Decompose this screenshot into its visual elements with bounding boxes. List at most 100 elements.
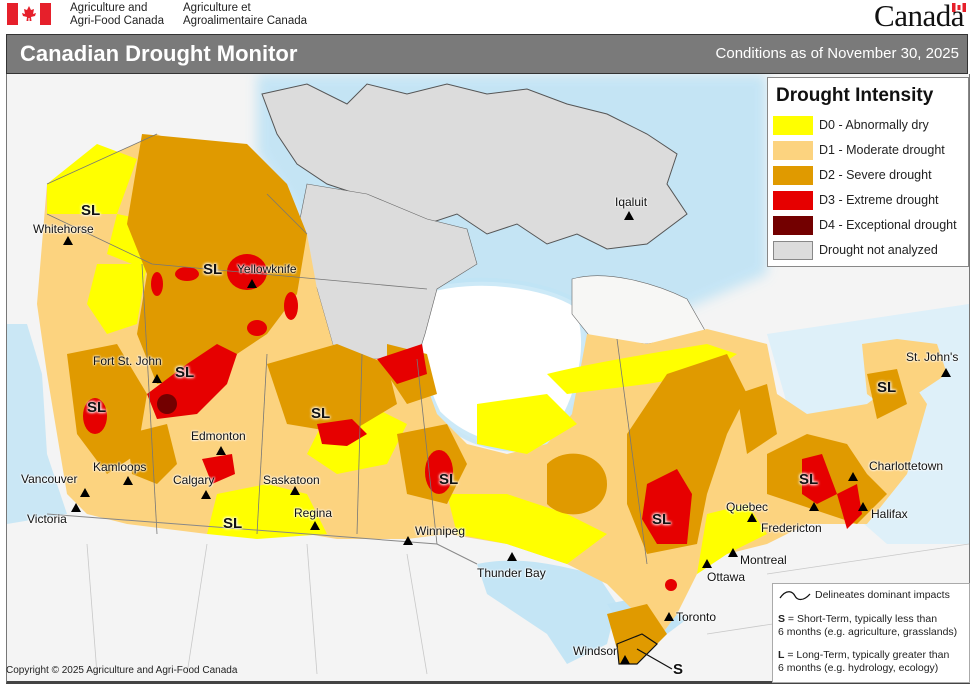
legend-title: Drought Intensity bbox=[776, 85, 934, 106]
impact-label: SL bbox=[799, 471, 819, 488]
city-label-calgary: Calgary bbox=[173, 473, 215, 487]
title-bar: Canadian Drought Monitor Conditions as o… bbox=[6, 34, 968, 75]
d4-swatch bbox=[773, 216, 813, 235]
city-marker-icon bbox=[507, 552, 517, 561]
impact-line-label: Delineates dominant impacts bbox=[815, 589, 950, 601]
impact-label: SL bbox=[87, 399, 107, 416]
city-marker-icon bbox=[123, 476, 133, 485]
department-name-fr: Agriculture et Agroalimentaire Canada bbox=[183, 2, 307, 28]
city-marker-icon bbox=[941, 368, 951, 377]
legend-item-d1: D1 - Moderate drought bbox=[773, 141, 968, 161]
city-marker-icon bbox=[247, 279, 257, 288]
legend-label: D2 - Severe drought bbox=[819, 168, 932, 182]
canada-flag-icon bbox=[7, 3, 51, 25]
impact-legend: Delineates dominant impacts S = Short-Te… bbox=[772, 583, 970, 683]
city-label-regina: Regina bbox=[294, 506, 333, 520]
city-marker-icon bbox=[702, 559, 712, 568]
city-label-edmonton: Edmonton bbox=[191, 429, 246, 443]
legend-item-d3: D3 - Extreme drought bbox=[773, 191, 968, 211]
short-term-line2: 6 months (e.g. agriculture, grasslands) bbox=[778, 626, 958, 638]
drought-map: Whitehorse Yellowknife Iqaluit Fort St. … bbox=[6, 74, 970, 684]
d0-swatch bbox=[773, 116, 813, 135]
not-analyzed-swatch bbox=[773, 241, 813, 260]
impact-label: SL bbox=[223, 515, 243, 532]
map-canvas bbox=[7, 74, 969, 681]
legend-label: Drought not analyzed bbox=[819, 243, 938, 257]
city-marker-icon bbox=[858, 502, 868, 511]
city-label-iqaluit: Iqaluit bbox=[615, 195, 648, 209]
impact-label: SL bbox=[81, 202, 101, 219]
city-marker-icon bbox=[620, 655, 630, 664]
city-label-kamloops: Kamloops bbox=[93, 460, 147, 474]
city-marker-icon bbox=[664, 612, 674, 621]
legend-item-d2: D2 - Severe drought bbox=[773, 166, 968, 186]
city-marker-icon bbox=[848, 472, 858, 481]
canada-wordmark: Canada bbox=[874, 0, 964, 33]
city-label-windsor: Windsor bbox=[573, 644, 618, 658]
legend-label: D4 - Exceptional drought bbox=[819, 218, 957, 232]
short-term-line1: S = Short-Term, typically less than bbox=[778, 613, 937, 626]
city-label-montreal: Montreal bbox=[740, 553, 787, 567]
legend-label: D3 - Extreme drought bbox=[819, 193, 939, 207]
impact-label: SL bbox=[175, 364, 195, 381]
city-label-whitehorse: Whitehorse bbox=[33, 222, 94, 236]
page-title: Canadian Drought Monitor bbox=[20, 41, 298, 66]
department-name-en: Agriculture and Agri-Food Canada bbox=[70, 2, 164, 28]
impact-label: SL bbox=[877, 379, 897, 396]
city-marker-icon bbox=[216, 446, 226, 455]
dept-en-line2: Agri-Food Canada bbox=[70, 15, 164, 27]
city-label-thunder-bay: Thunder Bay bbox=[477, 566, 546, 580]
dept-fr-line2: Agroalimentaire Canada bbox=[183, 15, 308, 27]
header: Agriculture and Agri-Food Canada Agricul… bbox=[0, 0, 974, 34]
city-label-st-johns: St. John's bbox=[906, 350, 959, 364]
legend-label: D0 - Abnormally dry bbox=[819, 118, 929, 132]
city-label-toronto: Toronto bbox=[676, 610, 717, 624]
city-label-fort-st-john: Fort St. John bbox=[93, 354, 162, 368]
dept-en-line1: Agriculture and bbox=[70, 2, 148, 14]
city-marker-icon bbox=[201, 490, 211, 499]
d1-swatch bbox=[773, 141, 813, 160]
long-term-line2: 6 months (e.g. hydrology, ecology) bbox=[778, 662, 939, 674]
l-text: = Long-Term, typically greater than bbox=[784, 649, 950, 661]
city-marker-icon bbox=[809, 502, 819, 511]
impact-label: S bbox=[673, 661, 684, 678]
city-marker-icon bbox=[747, 513, 757, 522]
city-marker-icon bbox=[624, 211, 634, 220]
drought-intensity-legend: Drought Intensity D0 - Abnormally dry D1… bbox=[767, 77, 969, 267]
copyright: Copyright © 2025 Agriculture and Agri-Fo… bbox=[6, 665, 238, 676]
city-marker-icon bbox=[152, 374, 162, 383]
conditions-date: Conditions as of November 30, 2025 bbox=[715, 45, 959, 62]
legend-item-not-analyzed: Drought not analyzed bbox=[773, 241, 968, 261]
city-label-yellowknife: Yellowknife bbox=[237, 262, 297, 276]
city-marker-icon bbox=[71, 503, 81, 512]
impact-label: SL bbox=[652, 511, 672, 528]
city-marker-icon bbox=[310, 521, 320, 530]
s-key: S bbox=[778, 613, 786, 625]
dept-fr-line1: Agriculture et bbox=[183, 2, 251, 14]
impact-line-icon bbox=[779, 591, 811, 601]
city-label-victoria: Victoria bbox=[27, 512, 67, 526]
long-term-line1: L = Long-Term, typically greater than bbox=[778, 649, 949, 662]
city-label-fredericton: Fredericton bbox=[761, 521, 822, 535]
city-label-saskatoon: Saskatoon bbox=[263, 473, 320, 487]
s-text: = Short-Term, typically less than bbox=[785, 613, 938, 625]
city-label-halifax: Halifax bbox=[871, 507, 908, 521]
city-label-vancouver: Vancouver bbox=[21, 472, 78, 486]
impact-label: SL bbox=[439, 471, 459, 488]
city-marker-icon bbox=[403, 536, 413, 545]
legend-label: D1 - Moderate drought bbox=[819, 143, 945, 157]
city-marker-icon bbox=[290, 486, 300, 495]
city-label-ottawa: Ottawa bbox=[707, 570, 746, 584]
city-marker-icon bbox=[728, 548, 738, 557]
legend-item-d4: D4 - Exceptional drought bbox=[773, 216, 968, 236]
d2-swatch bbox=[773, 166, 813, 185]
legend-item-d0: D0 - Abnormally dry bbox=[773, 116, 968, 136]
city-label-quebec: Quebec bbox=[726, 500, 769, 514]
impact-label: SL bbox=[311, 405, 331, 422]
wordmark-flag-icon bbox=[952, 3, 966, 12]
l-key: L bbox=[778, 649, 785, 661]
city-marker-icon bbox=[80, 488, 90, 497]
impact-label: SL bbox=[203, 261, 223, 278]
d3-swatch bbox=[773, 191, 813, 210]
city-label-winnipeg: Winnipeg bbox=[415, 524, 466, 538]
